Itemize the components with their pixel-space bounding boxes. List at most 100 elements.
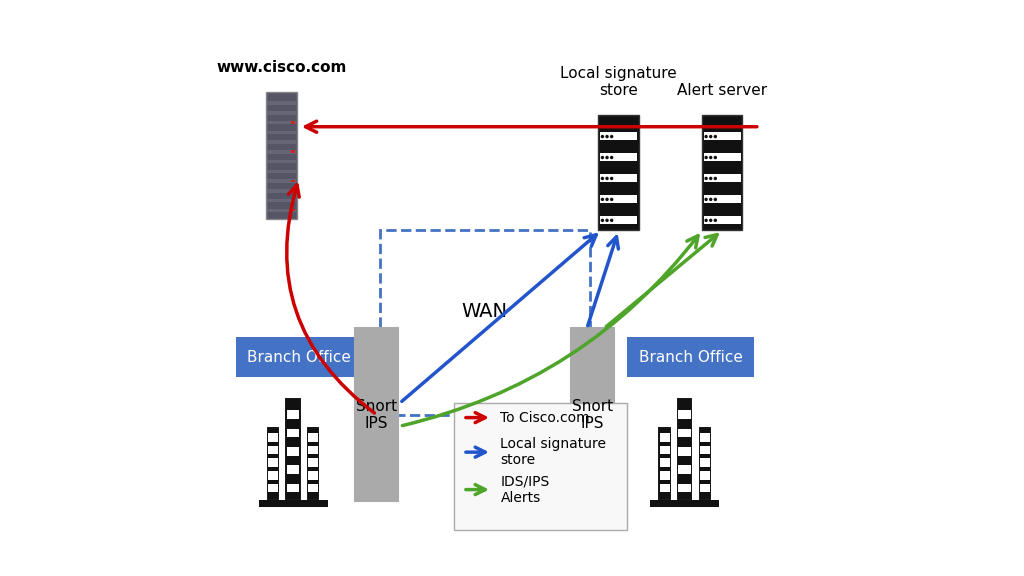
Bar [308,433,318,442]
Circle shape [714,177,717,180]
Bar [700,458,710,467]
Circle shape [601,177,604,180]
Circle shape [705,177,708,180]
Bar [266,426,281,501]
Circle shape [605,219,608,222]
Bar [703,216,740,224]
Circle shape [610,177,613,180]
Bar [659,433,670,442]
Bar [700,484,710,492]
Bar [308,446,318,454]
Bar [650,500,719,507]
Circle shape [605,198,608,201]
Bar [700,446,710,454]
Bar [267,170,296,173]
Bar [267,179,296,183]
Bar [455,403,627,530]
Circle shape [601,156,604,159]
Bar [285,397,302,501]
Circle shape [610,198,613,201]
FancyBboxPatch shape [627,337,754,377]
Bar [600,216,637,224]
Bar [267,209,296,212]
Circle shape [709,135,713,138]
Circle shape [605,156,608,159]
Circle shape [705,198,708,201]
Text: www.cisco.com: www.cisco.com [216,60,347,75]
Bar [287,410,299,419]
Bar [702,115,742,230]
Bar [703,195,740,203]
Bar [268,484,278,492]
Bar [267,141,296,144]
Bar [267,131,296,134]
Bar [600,153,637,161]
Bar [291,180,295,182]
Circle shape [605,177,608,180]
Bar [679,410,691,419]
Bar [291,150,295,153]
Bar [267,199,296,202]
Bar [308,484,318,492]
FancyBboxPatch shape [571,328,614,501]
Bar [268,458,278,467]
Text: Branch Office: Branch Office [247,350,351,365]
Text: WAN: WAN [462,302,508,320]
Text: Local signature
store: Local signature store [501,437,606,467]
FancyBboxPatch shape [266,92,297,219]
Circle shape [709,177,713,180]
Bar [600,195,637,203]
Circle shape [601,198,604,201]
Bar [291,209,295,211]
Bar [308,458,318,467]
Bar [703,174,740,182]
Bar [657,426,672,501]
Bar [659,471,670,480]
Circle shape [605,135,608,138]
Bar [700,471,710,480]
Bar [676,397,693,501]
Circle shape [705,156,708,159]
Text: Alert server: Alert server [677,83,767,98]
FancyBboxPatch shape [236,337,362,377]
Circle shape [610,219,613,222]
Circle shape [705,135,708,138]
Bar [258,500,328,507]
Circle shape [714,219,717,222]
FancyBboxPatch shape [355,328,398,501]
Bar [287,484,299,492]
Circle shape [714,198,717,201]
Text: Snort
IPS: Snort IPS [356,399,397,431]
Bar [598,115,639,230]
Bar [703,153,740,161]
Bar [291,121,295,124]
Text: IDS/IPS
Alerts: IDS/IPS Alerts [501,475,550,505]
Circle shape [601,135,604,138]
Bar [287,429,299,437]
Bar [679,429,691,437]
Bar [267,121,296,124]
Bar [600,174,637,182]
Circle shape [610,156,613,159]
Bar [308,471,318,480]
Bar [267,101,296,105]
Bar [697,426,712,501]
Bar [267,160,296,164]
Circle shape [601,219,604,222]
Bar [703,132,740,141]
Bar [267,150,296,154]
Bar [268,446,278,454]
Bar [679,465,691,474]
Bar [267,189,296,192]
Bar [287,447,299,456]
Bar [268,471,278,480]
Bar [659,446,670,454]
Bar [267,111,296,115]
Bar [306,426,321,501]
Circle shape [714,135,717,138]
Bar [659,458,670,467]
Bar [700,433,710,442]
Bar [268,433,278,442]
Circle shape [709,219,713,222]
Circle shape [610,135,613,138]
